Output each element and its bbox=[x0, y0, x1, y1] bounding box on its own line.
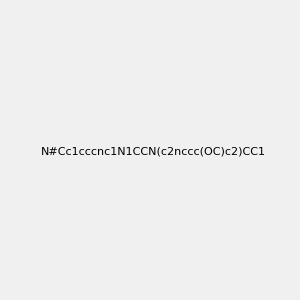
Text: N#Cc1cccnc1N1CCN(c2nccc(OC)c2)CC1: N#Cc1cccnc1N1CCN(c2nccc(OC)c2)CC1 bbox=[41, 146, 266, 157]
